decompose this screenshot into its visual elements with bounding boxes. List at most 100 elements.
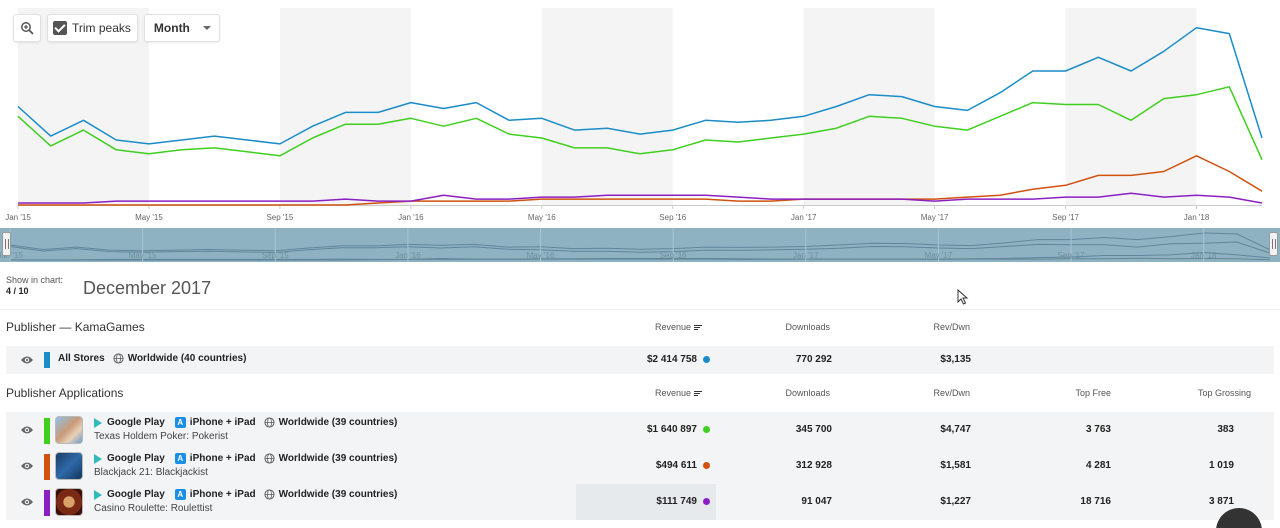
show-in-chart-label: Show in chart: bbox=[6, 275, 64, 285]
chat-widget-button[interactable] bbox=[1216, 508, 1262, 528]
revenue-value: $111 749 bbox=[656, 496, 697, 507]
top-grossing-cell: 383 bbox=[1217, 424, 1234, 435]
series-line-3 bbox=[18, 155, 1263, 206]
top-free-column-header[interactable]: Top Free bbox=[1075, 388, 1111, 398]
roulette-app-icon[interactable] bbox=[55, 488, 83, 516]
rev-dwn-cell: $1,227 bbox=[940, 496, 971, 507]
store-label: All Stores bbox=[58, 353, 105, 364]
trim-peaks-toggle[interactable]: Trim peaks bbox=[47, 14, 138, 42]
rev-dwn-cell: $4,747 bbox=[940, 424, 971, 435]
apps-revenue-column-header[interactable]: Revenue bbox=[630, 388, 702, 398]
navigator-tick-label: Jan '15 bbox=[0, 251, 23, 260]
apps-downloads-column-header[interactable]: Downloads bbox=[785, 388, 830, 398]
globe-icon bbox=[113, 353, 124, 364]
downloads-column-header[interactable]: Downloads bbox=[785, 322, 830, 332]
shaded-band bbox=[803, 8, 935, 205]
region-label: Worldwide (39 countries) bbox=[278, 489, 398, 500]
period-select[interactable]: Month bbox=[143, 14, 220, 42]
chart-navigator[interactable]: Jan '15 May '15 Sep '15 Jan '16 May '16 Sep '… bbox=[0, 228, 1280, 262]
period-select-value: Month bbox=[153, 21, 190, 35]
series-dot bbox=[703, 425, 710, 433]
app-name[interactable]: Blackjack 21: Blackjackist bbox=[94, 467, 208, 478]
trim-peaks-checkbox[interactable] bbox=[53, 21, 67, 35]
app-name[interactable]: Casino Roulette: Roulettist bbox=[94, 503, 213, 514]
chevron-down-icon bbox=[202, 26, 211, 30]
series-dot bbox=[703, 497, 710, 505]
publisher-title: Publisher — KamaGames bbox=[6, 320, 145, 334]
series-color-indicator bbox=[44, 490, 50, 516]
rev-dwn-cell: $3,135 bbox=[940, 354, 971, 365]
x-tick-label: May '17 bbox=[921, 213, 949, 222]
revenue-value: $494 611 bbox=[655, 460, 697, 471]
eye-icon[interactable] bbox=[20, 496, 34, 508]
series-dot bbox=[703, 355, 710, 363]
navigator-left-handle[interactable] bbox=[2, 232, 11, 256]
google-play-icon bbox=[94, 417, 102, 428]
top-grossing-column-header[interactable]: Top Grossing bbox=[1197, 388, 1251, 398]
top-grossing-cell: 3 871 bbox=[1208, 496, 1234, 507]
applications-title: Publisher Applications bbox=[6, 386, 124, 400]
hover-highlight bbox=[576, 484, 716, 520]
revenue-cell: $1 640 897 bbox=[606, 424, 710, 435]
app-store-icon: A bbox=[174, 453, 186, 464]
revenue-value: $1 640 897 bbox=[646, 424, 697, 435]
divider bbox=[0, 309, 1280, 310]
x-tick-label: Jan '15 bbox=[5, 213, 31, 222]
trim-peaks-label: Trim peaks bbox=[72, 21, 131, 35]
apps-rev-dwn-column-header[interactable]: Rev/Dwn bbox=[933, 388, 970, 398]
navigator-tick-label: Sep '15 bbox=[262, 251, 289, 260]
app-store-icon: A bbox=[174, 489, 186, 500]
globe-icon bbox=[264, 489, 275, 500]
revenue-value: $2 414 758 bbox=[646, 354, 697, 365]
downloads-cell: 312 928 bbox=[795, 460, 832, 471]
revenue-cell: $111 749 bbox=[606, 496, 710, 507]
navigator-tick-label: Jan '16 bbox=[395, 251, 421, 260]
line-chart: Jan '15 May '15 Sep '15 Jan '16 May '16 Sep '… bbox=[5, 8, 1263, 222]
revenue-column-header[interactable]: Revenue bbox=[630, 322, 702, 332]
navigator-tick-label: Jan '17 bbox=[793, 251, 819, 260]
x-tick-label: Jan '18 bbox=[1184, 213, 1210, 222]
eye-icon[interactable] bbox=[20, 460, 34, 472]
downloads-cell: 345 700 bbox=[795, 424, 832, 435]
zoom-in-icon bbox=[21, 22, 34, 35]
navigator-tick-label: May '15 bbox=[129, 251, 157, 260]
region-label: Worldwide (39 countries) bbox=[278, 453, 398, 464]
revenue-header-label: Revenue bbox=[654, 322, 691, 332]
globe-icon bbox=[264, 453, 275, 464]
series-color-indicator bbox=[44, 352, 50, 368]
top-free-cell: 18 716 bbox=[1080, 496, 1111, 507]
eye-icon[interactable] bbox=[20, 424, 34, 436]
poker-app-icon[interactable] bbox=[55, 416, 83, 444]
x-tick-label: Sep '17 bbox=[1052, 213, 1079, 222]
navigator-right-handle[interactable] bbox=[1269, 232, 1278, 256]
blackjack-app-icon[interactable] bbox=[55, 452, 83, 480]
x-tick-label: Jan '16 bbox=[398, 213, 424, 222]
shaded-band bbox=[279, 8, 411, 205]
eye-icon[interactable] bbox=[20, 354, 34, 366]
show-in-chart-count[interactable]: 4 / 10 bbox=[6, 286, 29, 296]
publisher-row[interactable]: All Stores Worldwide (40 countries) $2 4… bbox=[6, 346, 1274, 374]
zoom-button[interactable] bbox=[13, 14, 41, 42]
app-name[interactable]: Texas Holdem Poker: Pokerist bbox=[94, 431, 228, 442]
navigator-tick-label: May '16 bbox=[527, 251, 555, 260]
store-google-play: Google Play bbox=[107, 453, 165, 464]
sort-icon bbox=[694, 390, 702, 397]
shaded-band bbox=[1065, 8, 1197, 205]
store-google-play: Google Play bbox=[107, 417, 165, 428]
rev-dwn-column-header[interactable]: Rev/Dwn bbox=[933, 322, 970, 332]
rev-dwn-cell: $1,581 bbox=[940, 460, 971, 471]
globe-icon bbox=[264, 417, 275, 428]
chart-toolbar: Trim peaks Month bbox=[13, 14, 220, 42]
x-tick-label: Jan '17 bbox=[791, 213, 817, 222]
x-tick-label: May '15 bbox=[135, 213, 163, 222]
publisher-scope: All Stores Worldwide (40 countries) bbox=[58, 353, 246, 364]
top-free-cell: 3 763 bbox=[1085, 424, 1111, 435]
x-tick-label: Sep '15 bbox=[266, 213, 293, 222]
series-dot bbox=[703, 461, 710, 469]
navigator-line-3 bbox=[10, 251, 1271, 261]
